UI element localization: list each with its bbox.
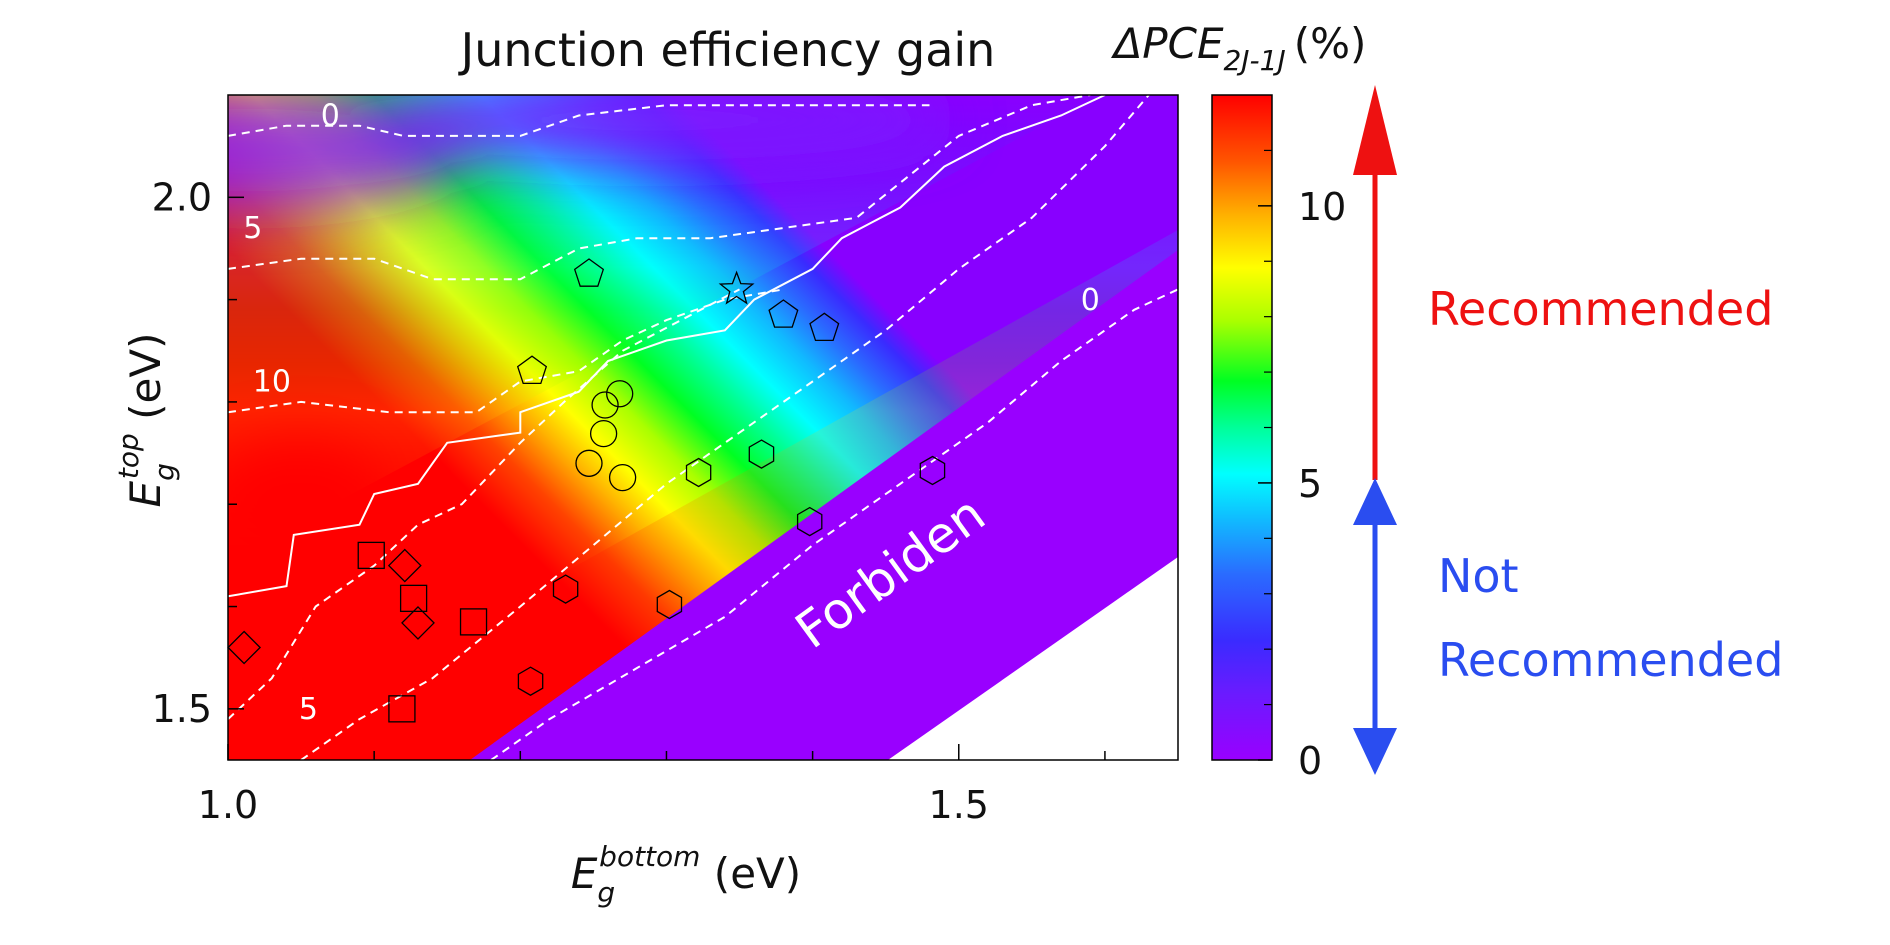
plot-frame: [227, 94, 1179, 761]
y-tick-label: 2.0: [152, 175, 212, 219]
forbidden-region: [470, 250, 1178, 760]
data-markers: [227, 258, 946, 723]
colorbar: [1211, 94, 1273, 761]
hexagon-marker: [796, 506, 823, 537]
colorbar-tick-label: 0: [1298, 739, 1322, 783]
diamond-marker: [227, 630, 262, 665]
contour-label: 10: [253, 365, 291, 400]
square-marker: [357, 541, 385, 570]
contour-5-lower: [300, 95, 1150, 760]
chart-title: Junction efficiency gain: [458, 23, 996, 77]
contour-10-lower: [228, 288, 740, 720]
pentagon-marker: [809, 312, 840, 342]
y-axis-label: Egtop (eV): [112, 333, 181, 508]
hexagon-marker: [517, 666, 544, 696]
y-tick-label: 1.5: [152, 687, 212, 731]
x-tick-label: 1.0: [198, 783, 258, 827]
colorbar-label: ΔPCE2J-1J (%): [1111, 19, 1367, 77]
diamond-marker: [387, 548, 422, 583]
colorbar-tick-label: 10: [1298, 185, 1346, 229]
contour-label: 0: [1081, 283, 1100, 318]
contour-label: 5: [299, 692, 318, 727]
x-axis-label: Egbottom (eV): [571, 840, 801, 909]
circle-marker: [589, 419, 618, 448]
circle-marker: [591, 391, 619, 419]
heatmap-area: 0 5 10 0 5: [228, 95, 1178, 760]
star-marker: [718, 270, 755, 305]
colorbar-ticks: 0 5 10: [1258, 149, 1346, 783]
hexagon-marker: [656, 589, 683, 620]
pentagon-marker: [768, 299, 799, 328]
square-marker: [459, 608, 488, 636]
contour-solid-boundary: [228, 95, 1106, 598]
diamond-marker: [401, 605, 435, 640]
square-marker: [388, 695, 416, 723]
circle-marker: [575, 449, 603, 477]
recommended-arrow: [1353, 85, 1397, 480]
contour-5-top: [228, 95, 1091, 281]
circle-marker: [608, 463, 637, 492]
colorbar-tick-label: 5: [1298, 462, 1322, 506]
x-tick-label: 1.5: [929, 783, 989, 827]
not-recommended-label-line2: Recommended: [1438, 633, 1783, 687]
hexagon-marker: [685, 457, 712, 488]
y-axis-ticks: 1.5 2.0: [152, 175, 244, 731]
contour-lines: [228, 95, 1178, 760]
pentagon-marker: [516, 355, 548, 385]
contour-0-top: [228, 104, 930, 137]
diagonal-band: [228, 95, 1178, 760]
contour-label: 0: [321, 99, 340, 134]
x-axis-ticks: 1.0 1.5: [198, 744, 1106, 827]
contour-10: [228, 288, 784, 414]
hexagon-marker: [919, 455, 946, 486]
contour-labels: 0 5 10 0 5: [243, 99, 1100, 727]
contour-label: 5: [243, 211, 262, 246]
pentagon-marker: [573, 258, 605, 287]
contour-0-lower: [490, 288, 1178, 760]
recommended-label: Recommended: [1428, 282, 1773, 336]
hexagon-marker: [748, 439, 775, 469]
hexagon-marker: [552, 574, 579, 604]
not-recommended-label-line1: Not: [1438, 549, 1519, 603]
circle-marker: [606, 380, 634, 408]
excluded-region: [888, 557, 1178, 760]
not-recommended-arrow: [1353, 478, 1397, 775]
